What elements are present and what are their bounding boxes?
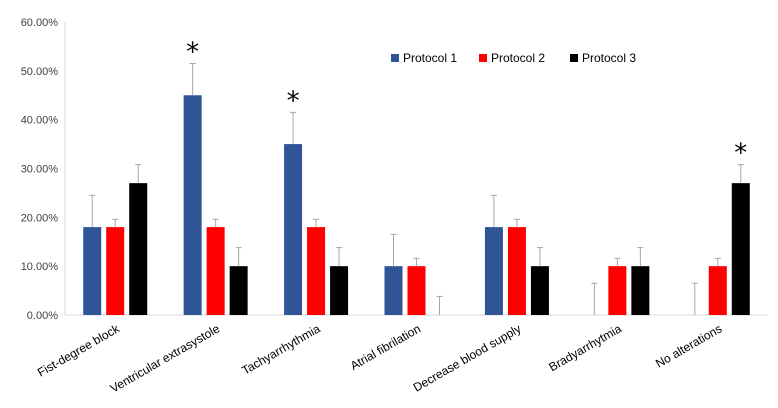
bar [530,266,549,315]
significance-star: * [186,38,199,68]
y-tick-label: 40.00% [21,115,59,127]
y-axis-tick-labels: 0.00% 10.00% 20.00% 30.00% 40.00% 50.00% 60.00… [21,17,59,322]
legend-label: Protocol 2 [491,51,545,65]
bar [183,95,202,315]
bar [229,266,248,315]
bar [507,227,526,315]
category-label: Ventricular extrasystole [108,321,223,395]
significance-star: * [287,86,300,116]
bars-group [83,95,750,315]
bar [307,227,326,315]
category-label: Bradyarrhytmia [546,321,624,374]
legend-swatch [391,54,399,62]
category-label: Decrease blood supply [411,321,524,394]
bar [129,183,148,315]
bar [608,266,627,315]
bar [106,227,125,315]
y-tick-label: 0.00% [27,310,58,322]
y-tick-label: 30.00% [21,164,59,176]
bar [731,183,750,315]
legend: Protocol 1 Protocol 2 Protocol 3 [391,51,636,65]
bar [631,266,650,315]
category-label: Fist-degree block [35,321,123,380]
y-tick-label: 50.00% [21,66,59,78]
legend-swatch [479,54,487,62]
y-tick-label: 10.00% [21,261,59,273]
bar [708,266,727,315]
bar [407,266,426,315]
legend-label: Protocol 1 [403,51,457,65]
y-tick-label: 20.00% [21,212,59,224]
y-tick-label: 60.00% [21,17,59,29]
error-bars-group [89,63,744,315]
category-label: Tachyarrhythmia [239,321,323,377]
bar [384,266,403,315]
bar [484,227,503,315]
category-label: No alterations [653,321,724,370]
bar [206,227,225,315]
bar [83,227,102,315]
category-label: Atrial fibrilation [348,321,423,372]
significance-star: * [734,139,747,169]
significance-markers: * * * [186,38,747,169]
legend-label: Protocol 3 [582,51,636,65]
bar [284,144,303,315]
legend-swatch [570,54,578,62]
bar [330,266,349,315]
